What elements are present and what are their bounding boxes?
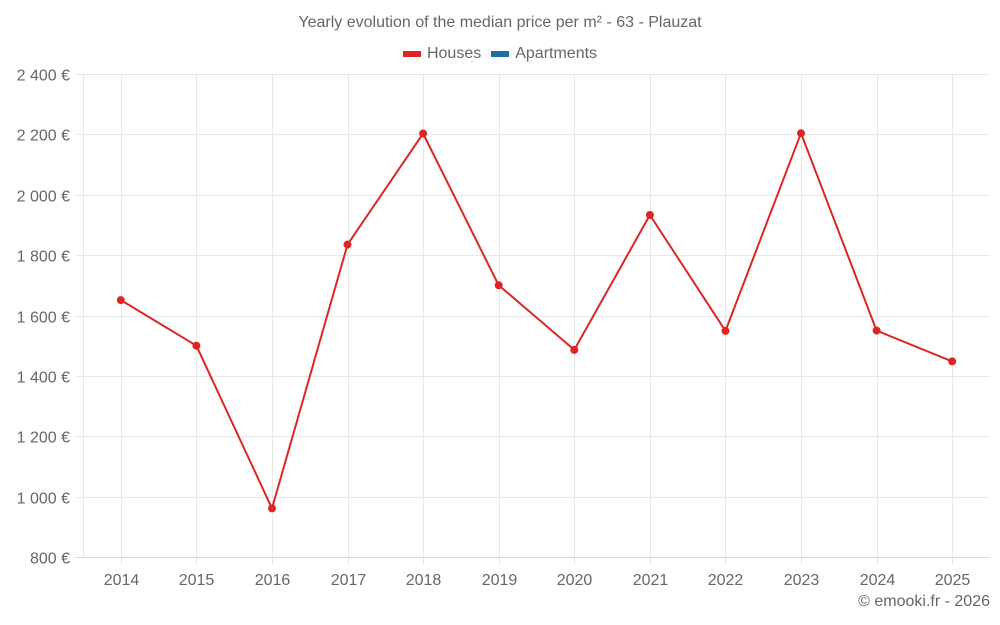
legend-label-houses: Houses (426, 45, 482, 62)
y-tick-label: 2 400 € (17, 68, 70, 85)
y-tick-label: 1 400 € (17, 370, 70, 387)
x-tick-label: 2020 (557, 572, 593, 589)
data-point[interactable] (192, 341, 201, 350)
legend-label-apartments: Apartments (515, 45, 598, 62)
x-tick-label: 2021 (633, 572, 669, 589)
chart-title: Yearly evolution of the median price per… (298, 14, 702, 31)
data-point[interactable] (872, 326, 881, 335)
x-tick-label: 2025 (935, 572, 971, 589)
grid-lines (75, 74, 990, 565)
houses-swatch-icon (402, 51, 421, 57)
data-point[interactable] (494, 281, 503, 290)
x-tick-label: 2018 (406, 572, 442, 589)
x-tick-label: 2019 (482, 572, 518, 589)
apartments-swatch-icon (491, 51, 510, 57)
x-tick-label: 2024 (860, 572, 896, 589)
y-tick-label: 1 000 € (17, 491, 70, 508)
x-tick-label: 2022 (708, 572, 744, 589)
data-point[interactable] (721, 326, 730, 335)
y-axis: 800 € 1 000 € 1 200 € 1 400 € 1 600 € 1 800 €… (17, 68, 70, 568)
y-tick-label: 1 600 € (17, 310, 70, 327)
y-tick-label: 1 200 € (17, 430, 70, 447)
data-point[interactable] (645, 211, 654, 219)
data-point[interactable] (343, 240, 352, 249)
x-axis: 2014 2015 2016 2017 2018 2019 2020 2021 2022 2023… (75, 557, 990, 589)
legend-item-houses[interactable]: Houses (402, 45, 482, 63)
y-tick-label: 2 200 € (17, 128, 70, 145)
credit-text: © emooki.fr - 2026 (858, 593, 990, 610)
x-tick-label: 2015 (179, 572, 215, 589)
legend-item-apartments[interactable]: Apartments (491, 45, 597, 63)
x-tick-label: 2017 (331, 572, 367, 589)
series-houses (116, 129, 957, 513)
y-tick-label: 1 800 € (17, 249, 70, 266)
data-point[interactable] (948, 357, 957, 366)
data-point[interactable] (268, 504, 276, 513)
y-tick-label: 2 000 € (17, 189, 70, 206)
legend: Houses Apartments (0, 45, 1000, 63)
data-point[interactable] (116, 296, 125, 305)
data-point[interactable] (419, 129, 428, 138)
data-point[interactable] (797, 129, 805, 138)
x-tick-label: 2023 (784, 572, 820, 589)
houses-line (120, 132, 953, 510)
y-tick-label: 800 € (30, 551, 70, 568)
data-point[interactable] (570, 345, 579, 354)
x-tick-label: 2016 (255, 572, 291, 589)
x-tick-label: 2014 (104, 572, 140, 589)
